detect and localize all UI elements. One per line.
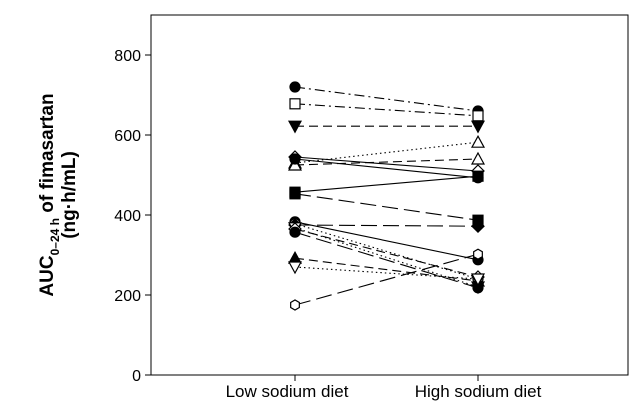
- data-point: [289, 188, 301, 200]
- series-line: [294, 193, 479, 221]
- series-line: [294, 156, 479, 172]
- series-2: [289, 98, 484, 122]
- series-line: [294, 221, 479, 261]
- data-point: [287, 120, 303, 134]
- data-point: [289, 98, 301, 110]
- series-line: [294, 257, 479, 282]
- series-5: [287, 134, 486, 169]
- series-14: [288, 222, 485, 284]
- plot-frame: [150, 14, 629, 376]
- series-line: [294, 175, 479, 193]
- data-point: [289, 153, 301, 165]
- series-line: [294, 158, 479, 166]
- y-tick-label: 200: [114, 288, 141, 305]
- series-line: [294, 227, 479, 288]
- series-line: [294, 228, 479, 278]
- y-axis: 0 200 400 600 800: [114, 48, 151, 385]
- series-4: [288, 150, 485, 178]
- x-tick-label-low-sodium: Low sodium diet: [226, 382, 349, 401]
- series-line: [294, 86, 479, 112]
- y-axis-title-subscript: 0–24 h: [48, 218, 62, 255]
- data-point: [472, 170, 484, 182]
- y-tick-label: 0: [132, 368, 141, 385]
- y-axis-title-main: AUC: [37, 255, 58, 296]
- data-point: [470, 273, 486, 287]
- series-line: [294, 231, 479, 289]
- y-tick-label: 800: [114, 48, 141, 65]
- data-point: [473, 248, 483, 260]
- data-point: [470, 134, 486, 148]
- x-tick-label-high-sodium: High sodium diet: [415, 382, 542, 401]
- y-tick-label: 600: [114, 128, 141, 145]
- data-point: [287, 261, 303, 275]
- series-11: [289, 218, 484, 285]
- series-15: [289, 226, 484, 294]
- series-17: [287, 261, 486, 287]
- data-point: [471, 219, 485, 234]
- series-line: [294, 223, 479, 280]
- data-point: [289, 226, 301, 238]
- data-point: [472, 110, 484, 122]
- series-line: [294, 103, 479, 117]
- series-line: [294, 253, 479, 306]
- series-3: [287, 120, 486, 134]
- series-group: [287, 81, 486, 311]
- data-point: [290, 299, 300, 311]
- y-axis-title: AUC0–24 h of fimasartan (ng·h/mL): [37, 93, 80, 296]
- y-tick-label: 400: [114, 208, 141, 225]
- y-axis-title-line1: AUC0–24 h of fimasartan: [37, 93, 62, 296]
- series-9: [289, 188, 484, 226]
- series-line: [294, 141, 479, 164]
- data-point: [470, 151, 486, 165]
- data-point: [289, 81, 301, 93]
- series-18: [290, 248, 483, 311]
- y-axis-title-line2: (ng·h/mL): [59, 151, 80, 239]
- y-axis-title-suffix: of fimasartan: [37, 93, 58, 218]
- series-12: [288, 218, 485, 234]
- series-line: [294, 158, 479, 179]
- series-10: [289, 216, 484, 266]
- data-point: [470, 120, 486, 134]
- series-13: [287, 222, 486, 295]
- x-axis: Low sodium diet High sodium diet: [226, 375, 542, 401]
- series-1: [289, 81, 484, 117]
- series-line: [294, 224, 479, 227]
